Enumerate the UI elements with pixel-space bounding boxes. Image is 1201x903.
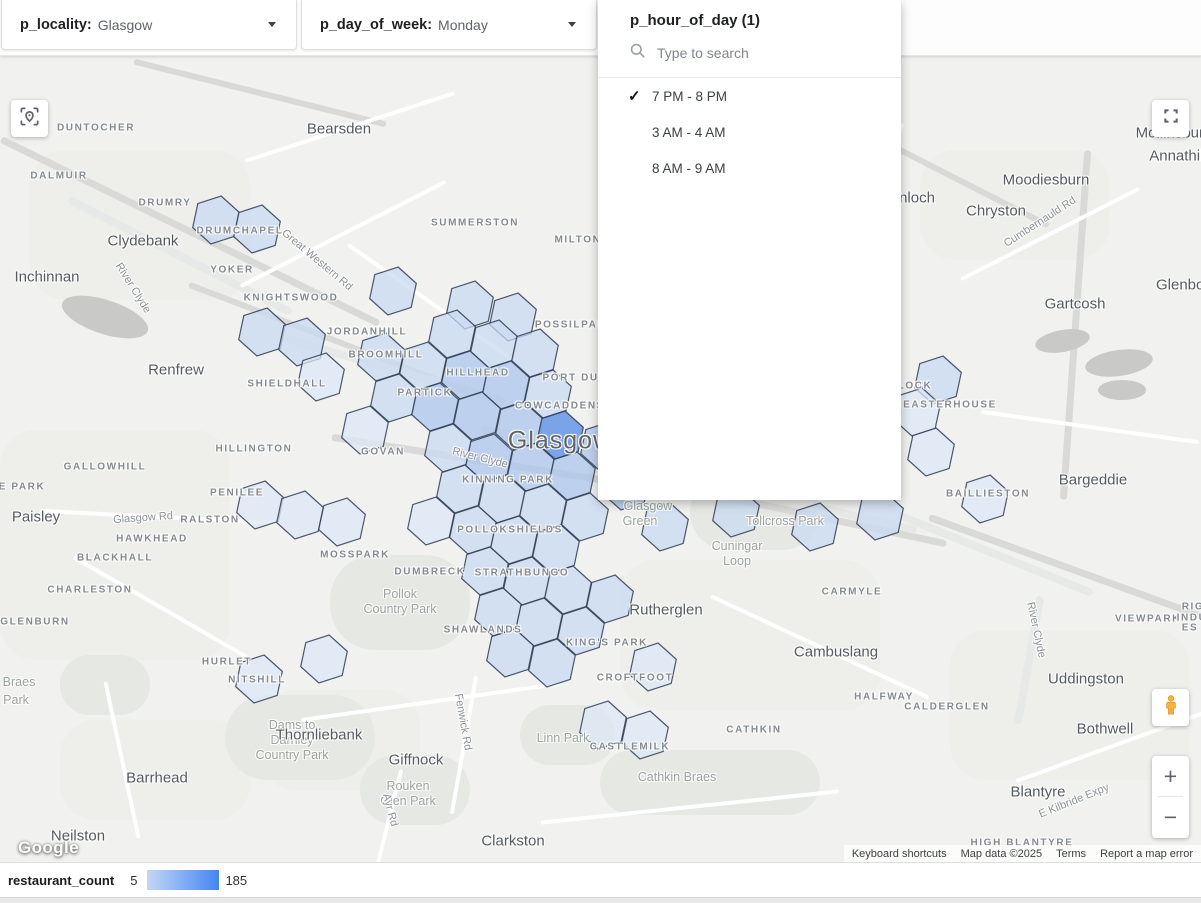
- hour-option[interactable]: 8 AM - 9 AM: [598, 150, 901, 186]
- search-icon: [628, 41, 647, 65]
- legend-gradient-bar: [147, 870, 220, 890]
- fullscreen-button[interactable]: [1152, 100, 1189, 137]
- dropdown-title: p_hour_of_day (1): [630, 12, 761, 29]
- hour-option[interactable]: ✓ 7 PM - 8 PM: [598, 78, 901, 114]
- zoom-in-button[interactable]: +: [1163, 762, 1178, 789]
- dropdown-options-list: ✓ 7 PM - 8 PM 3 AM - 4 AM 8 AM - 9 AM: [598, 78, 901, 186]
- dropdown-search-section: [598, 41, 901, 78]
- pegman-icon: [1160, 694, 1182, 721]
- hour-option-label: 3 AM - 4 AM: [652, 124, 726, 140]
- locality-filter-value: Glasgow: [97, 16, 153, 33]
- legend-bar: restaurant_count 5 185: [0, 862, 1201, 897]
- hour-option[interactable]: 3 AM - 4 AM: [598, 114, 901, 150]
- legend-min-value: 5: [130, 872, 138, 888]
- pegman-button[interactable]: [1152, 689, 1189, 726]
- fullscreen-icon: [1161, 106, 1181, 131]
- bottom-scroll-strip[interactable]: [0, 897, 1201, 903]
- pan-to-location-button[interactable]: [11, 100, 48, 137]
- map-pin-brackets-icon: [18, 105, 41, 133]
- google-logo[interactable]: Google: [18, 838, 79, 857]
- hour-of-day-dropdown-panel: p_hour_of_day (1) ✓ 7 PM - 8 PM 3 AM - 4 A…: [598, 0, 901, 500]
- report-map-error-link[interactable]: Report a map error: [1100, 847, 1193, 860]
- dropdown-caret-icon: [268, 22, 276, 27]
- terms-link[interactable]: Terms: [1056, 847, 1087, 860]
- zoom-out-button[interactable]: −: [1163, 803, 1178, 830]
- hour-option-label: 7 PM - 8 PM: [652, 88, 728, 104]
- dropdown-caret-icon: [568, 22, 576, 27]
- map-data-copyright: Map data ©2025: [960, 847, 1043, 860]
- day-filter-value: Monday: [438, 16, 488, 33]
- legend-field-label: restaurant_count: [8, 872, 115, 888]
- zoom-control-divider: [1158, 796, 1183, 797]
- map-attribution: Keyboard shortcuts Map data ©2025 Terms …: [843, 845, 1201, 862]
- hour-option-label: 8 AM - 9 AM: [652, 160, 726, 176]
- day-of-week-filter[interactable]: p_day_of_week: Monday: [301, 0, 597, 50]
- zoom-control: + −: [1152, 756, 1189, 838]
- day-filter-label: p_day_of_week:: [320, 16, 433, 33]
- locality-filter-label: p_locality:: [20, 16, 92, 33]
- search-input[interactable]: [655, 44, 859, 62]
- locality-filter[interactable]: p_locality: Glasgow: [1, 0, 297, 50]
- check-icon: ✓: [628, 88, 641, 105]
- legend-max-value: 185: [225, 872, 248, 888]
- keyboard-shortcuts-link[interactable]: Keyboard shortcuts: [851, 847, 947, 860]
